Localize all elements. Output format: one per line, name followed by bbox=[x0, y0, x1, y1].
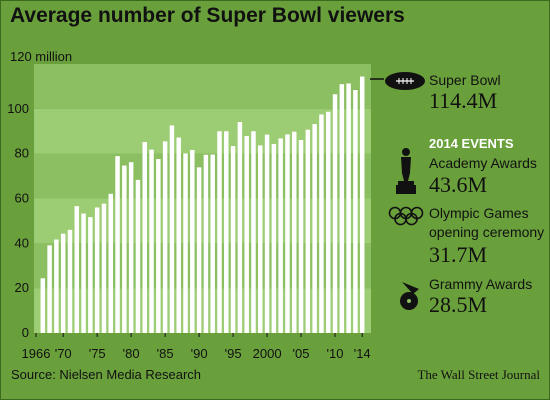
bar-1972 bbox=[74, 206, 80, 333]
y-axis-ticks: 0 20 40 60 80 100 bbox=[7, 101, 29, 340]
grammy-label: Grammy Awards bbox=[429, 276, 532, 292]
bar-1981 bbox=[135, 179, 141, 333]
olympic-rings-icon bbox=[388, 206, 424, 226]
bar-1991 bbox=[203, 154, 209, 333]
y-tick-label: 80 bbox=[15, 146, 29, 161]
x-tick-label: '85 bbox=[157, 346, 174, 361]
bar-1990 bbox=[196, 167, 202, 333]
bar-1967 bbox=[40, 278, 46, 333]
bar-2000 bbox=[264, 134, 270, 333]
bar-1985 bbox=[162, 141, 168, 333]
bar-2003 bbox=[285, 134, 290, 333]
bar-2014 bbox=[359, 76, 365, 334]
bar-2006 bbox=[305, 129, 311, 333]
bar-1997 bbox=[244, 135, 249, 333]
bar-1988 bbox=[183, 153, 188, 333]
bar-1982 bbox=[142, 142, 147, 333]
bar-2013 bbox=[353, 90, 358, 333]
olympic-label-line2: opening ceremony bbox=[429, 224, 544, 240]
bar-1978 bbox=[115, 156, 120, 333]
source-note: Source: Nielsen Media Research bbox=[11, 367, 202, 382]
events-heading: 2014 EVENTS bbox=[429, 136, 514, 151]
bar-1998 bbox=[251, 131, 256, 333]
football-icon bbox=[385, 72, 425, 90]
olympic-value: 31.7M bbox=[429, 242, 487, 267]
y-tick-label: 20 bbox=[15, 280, 29, 295]
academy-awards-label: Academy Awards bbox=[429, 155, 537, 171]
bar-2009 bbox=[325, 111, 331, 333]
bar-1980 bbox=[128, 162, 134, 333]
bar-1987 bbox=[176, 137, 181, 333]
bar-1977 bbox=[108, 193, 113, 333]
x-tick-label: '95 bbox=[225, 346, 242, 361]
bar-1995 bbox=[230, 146, 236, 333]
bar-1968 bbox=[47, 245, 52, 333]
bar-2007 bbox=[312, 124, 317, 333]
x-tick-label: '90 bbox=[191, 346, 208, 361]
x-tick-label: '70 bbox=[55, 346, 72, 361]
bar-2011 bbox=[339, 84, 345, 333]
x-tick-label: 1966 bbox=[22, 346, 51, 361]
credit-note: The Wall Street Journal bbox=[417, 367, 540, 382]
x-tick-label: '14 bbox=[354, 346, 371, 361]
bar-2002 bbox=[278, 138, 283, 333]
super-bowl-value: 114.4M bbox=[429, 88, 497, 113]
olympic-label-line1: Olympic Games bbox=[429, 205, 529, 221]
x-tick-label: '75 bbox=[89, 346, 106, 361]
oscar-statue-icon bbox=[396, 148, 416, 194]
bar-1969 bbox=[54, 239, 59, 333]
academy-awards-value: 43.6M bbox=[429, 172, 487, 197]
x-tick-label: '05 bbox=[293, 346, 310, 361]
bar-1974 bbox=[88, 217, 93, 333]
bar-1996 bbox=[237, 122, 243, 333]
grammy-value: 28.5M bbox=[429, 292, 487, 317]
x-tick-label: '10 bbox=[327, 346, 344, 361]
bar-series bbox=[40, 76, 365, 334]
chart-title: Average number of Super Bowl viewers bbox=[10, 4, 405, 27]
bar-1994 bbox=[224, 131, 229, 333]
bar-2010 bbox=[332, 94, 338, 333]
x-axis-ticks: 1966 '70 '75 '80 '85 '90 '95 2000 '05 '10 '14 bbox=[22, 333, 371, 361]
bar-1986 bbox=[169, 125, 175, 333]
y-unit-label: 120 million bbox=[10, 49, 72, 64]
bar-2005 bbox=[298, 139, 304, 333]
y-tick-label: 40 bbox=[15, 235, 29, 250]
bar-2008 bbox=[319, 114, 324, 333]
x-tick-label: 2000 bbox=[253, 346, 282, 361]
gridline-band bbox=[34, 64, 371, 109]
bar-1992 bbox=[210, 154, 215, 333]
bar-2012 bbox=[346, 83, 351, 333]
bar-1973 bbox=[81, 213, 86, 333]
gramophone-icon bbox=[400, 282, 419, 310]
bar-1976 bbox=[101, 203, 107, 333]
bar-1993 bbox=[217, 131, 222, 333]
bar-2004 bbox=[292, 131, 297, 333]
x-tick-label: '80 bbox=[123, 346, 140, 361]
bar-1989 bbox=[190, 150, 195, 333]
bar-1984 bbox=[156, 159, 161, 333]
bar-1971 bbox=[67, 229, 73, 333]
y-tick-label: 0 bbox=[22, 325, 29, 340]
y-tick-label: 100 bbox=[7, 101, 29, 116]
bar-1975 bbox=[94, 207, 100, 333]
bar-1983 bbox=[149, 149, 154, 333]
bar-1999 bbox=[258, 145, 263, 333]
super-bowl-label: Super Bowl bbox=[429, 72, 501, 88]
bar-1970 bbox=[60, 233, 66, 333]
bar-1979 bbox=[122, 165, 127, 333]
bar-2001 bbox=[271, 144, 277, 333]
y-tick-label: 60 bbox=[15, 191, 29, 206]
